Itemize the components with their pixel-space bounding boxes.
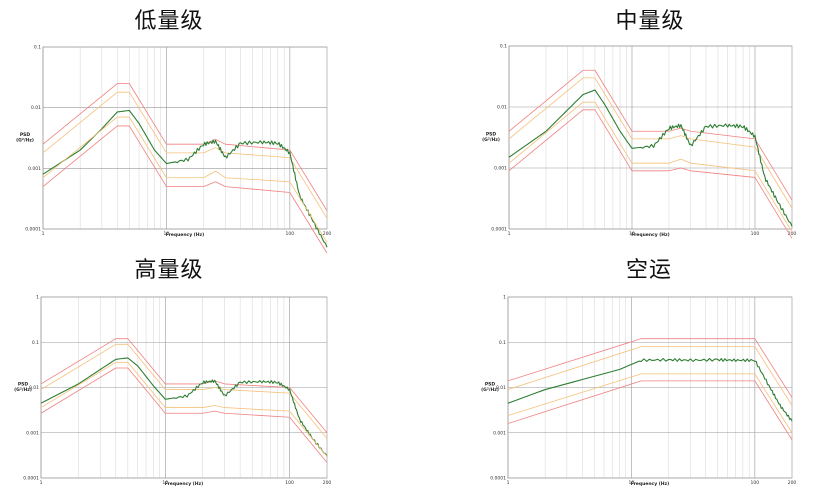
series-line-lower-abort — [508, 109, 793, 239]
x-tick-label: 10 — [629, 480, 635, 486]
series-line-lower-alarm — [40, 361, 328, 457]
y-tick-label: 0.001 — [494, 166, 507, 172]
y-tick-label: 0.01 — [29, 385, 39, 391]
x-tick-label: 200 — [323, 231, 332, 237]
y-axis-label: PSD — [485, 382, 496, 388]
series-line-profile — [42, 109, 328, 248]
y-tick-label: 0.01 — [496, 385, 506, 391]
series-line-lower-alarm — [42, 116, 328, 243]
chart-title: 空运 — [625, 258, 672, 283]
y-tick-label: 0.0001 — [23, 476, 39, 482]
x-tick-label: 100 — [286, 231, 295, 237]
series-line-upper-alarm — [40, 343, 328, 439]
x-tick-label: 100 — [751, 231, 760, 237]
y-tick-label: 0.1 — [500, 44, 507, 50]
series-line-lower-abort — [40, 367, 328, 463]
series-line-profile — [508, 89, 793, 227]
y-axis-label: PSD — [18, 382, 29, 388]
series-line-lower-abort — [507, 380, 793, 440]
x-tick-label: 200 — [788, 480, 797, 486]
x-axis-label: Frequency (Hz) — [631, 481, 669, 487]
y-tick-label: 0.0001 — [25, 227, 41, 233]
y-tick-label: 0.001 — [26, 430, 39, 436]
series-line-lower-abort — [42, 125, 328, 254]
chart-title: 高量级 — [134, 258, 204, 283]
series-line-upper-alarm — [507, 346, 793, 406]
y-tick-label: 0.1 — [499, 340, 506, 346]
series-line-profile — [507, 357, 793, 422]
y-tick-label: 0.001 — [493, 430, 506, 436]
series-line-upper-abort — [507, 338, 793, 398]
x-tick-label: 10 — [162, 480, 168, 486]
y-tick-label: 0.1 — [32, 340, 39, 346]
x-axis-label: Frequency (Hz) — [631, 232, 669, 238]
series-line-lower-alarm — [507, 373, 793, 433]
y-tick-label: 0.0001 — [491, 227, 507, 233]
series-line-lower-alarm — [508, 101, 793, 232]
y-axis-label: (G²/Hz) — [16, 138, 34, 144]
x-tick-label: 200 — [323, 480, 332, 486]
x-tick-label: 1 — [508, 231, 511, 237]
x-tick-label: 10 — [629, 231, 635, 237]
x-tick-label: 100 — [285, 480, 294, 486]
x-tick-label: 1 — [40, 480, 43, 486]
y-tick-label: 0.001 — [28, 166, 41, 172]
y-axis-label: PSD — [20, 132, 31, 138]
series-line-upper-alarm — [42, 91, 328, 219]
x-axis-label: Frequency (Hz) — [165, 481, 203, 487]
y-tick-label: 0.0001 — [490, 476, 506, 482]
y-axis-label: PSD — [486, 132, 497, 138]
chart-title: 低量级 — [134, 9, 204, 34]
x-axis-label: Frequency (Hz) — [166, 232, 204, 238]
chart-title: 中量级 — [615, 9, 685, 34]
x-tick-label: 100 — [751, 480, 760, 486]
x-tick-label: 10 — [164, 231, 170, 237]
y-tick-label: 1 — [36, 295, 39, 301]
series-line-upper-abort — [508, 69, 793, 201]
plot-area — [42, 46, 328, 230]
y-axis-label: (G²/Hz) — [481, 387, 499, 393]
series-line-profile — [40, 357, 328, 457]
x-tick-label: 200 — [788, 231, 797, 237]
y-tick-label: 1 — [503, 295, 506, 301]
y-tick-label: 0.01 — [497, 105, 507, 111]
x-tick-label: 1 — [42, 231, 45, 237]
y-axis-label: (G²/Hz) — [14, 387, 32, 393]
series-line-upper-alarm — [508, 77, 793, 209]
y-tick-label: 0.1 — [34, 45, 41, 51]
y-axis-label: (G²/Hz) — [482, 137, 500, 143]
x-tick-label: 1 — [507, 480, 510, 486]
y-tick-label: 0.01 — [31, 105, 41, 111]
